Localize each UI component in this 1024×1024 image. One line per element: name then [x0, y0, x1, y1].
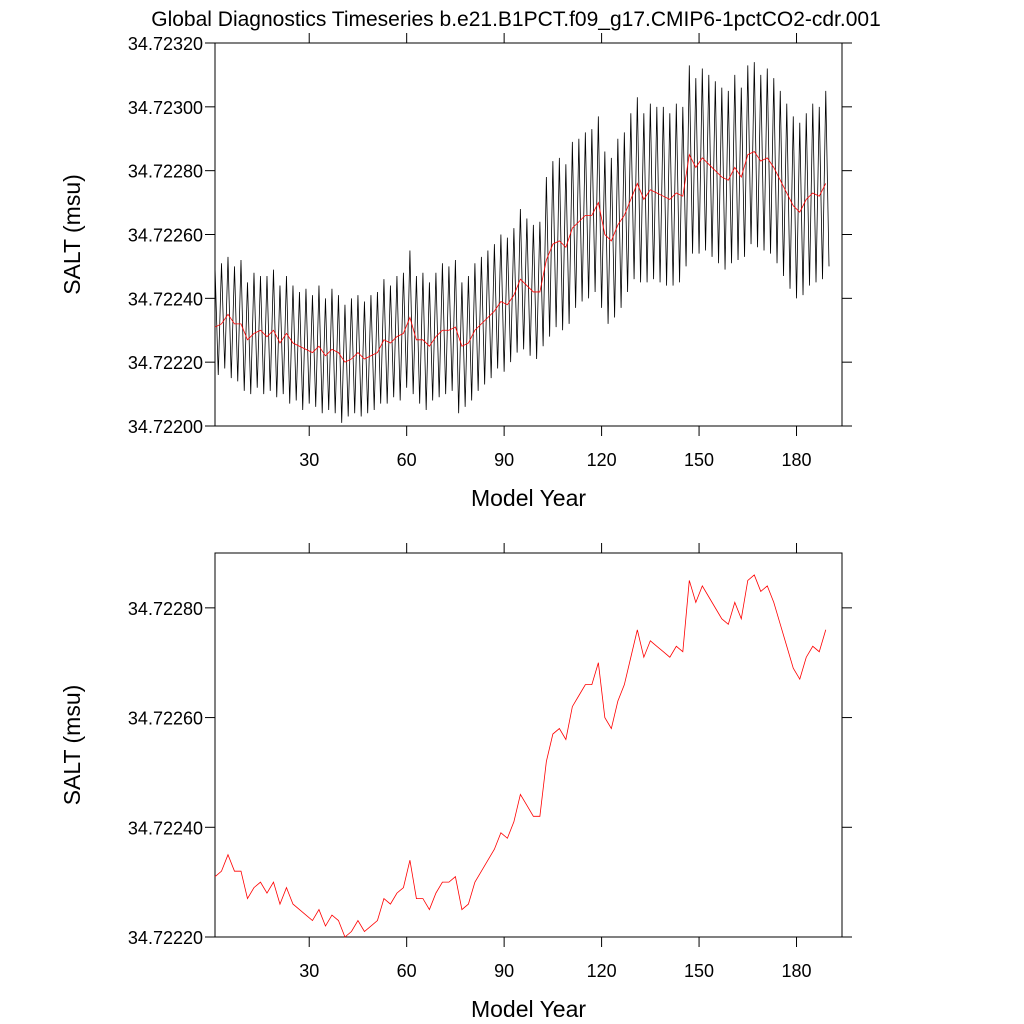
y-tick-label: 34.72320	[128, 34, 203, 54]
x-tick-label: 60	[397, 450, 417, 470]
x-tick-label: 180	[781, 450, 811, 470]
x-tick-label: 180	[781, 961, 811, 981]
line-series	[214, 574, 827, 938]
x-tick-label: 90	[494, 450, 514, 470]
y-tick-label: 34.72260	[128, 226, 203, 246]
y-tick-label: 34.72220	[128, 928, 203, 948]
x-axis-label: Model Year	[471, 996, 586, 1022]
y-tick-label: 34.72280	[128, 162, 203, 182]
x-tick-label: 90	[494, 961, 514, 981]
line-series	[214, 151, 827, 363]
x-axis-label: Model Year	[471, 485, 586, 511]
y-tick-label: 34.72220	[128, 353, 203, 373]
y-axis-label: SALT (msu)	[59, 174, 85, 295]
y-axis-label: SALT (msu)	[59, 685, 85, 806]
y-tick-label: 34.72240	[128, 289, 203, 309]
x-tick-label: 120	[587, 961, 617, 981]
y-tick-label: 34.72300	[128, 98, 203, 118]
y-tick-label: 34.72240	[128, 818, 203, 838]
y-tick-label: 34.72280	[128, 599, 203, 619]
x-tick-label: 150	[684, 450, 714, 470]
x-tick-label: 150	[684, 961, 714, 981]
y-tick-label: 34.72260	[128, 709, 203, 729]
y-tick-label: 34.72200	[128, 417, 203, 437]
x-tick-label: 60	[397, 961, 417, 981]
x-tick-label: 30	[299, 961, 319, 981]
x-tick-label: 30	[299, 450, 319, 470]
figure-title: Global Diagnostics Timeseries b.e21.B1PC…	[151, 8, 881, 31]
plot-frame	[214, 552, 843, 938]
line-series	[214, 62, 830, 423]
plot-frame	[214, 42, 843, 427]
x-tick-label: 120	[587, 450, 617, 470]
